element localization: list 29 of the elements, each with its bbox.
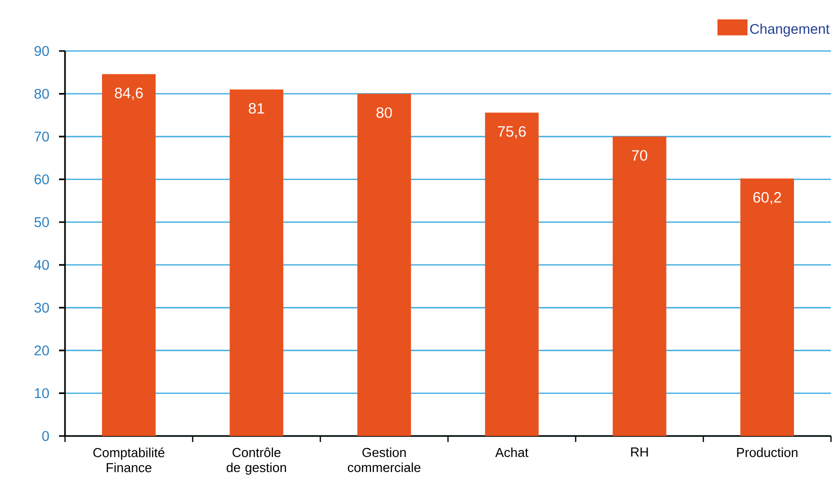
bar (102, 74, 156, 436)
x-tick-label: Comptabilité Finance (93, 448, 164, 472)
x-tick-label: RH (631, 448, 648, 456)
y-tick-label: 60 (34, 174, 49, 184)
y-tick-label: 20 (34, 345, 49, 356)
data-label: 80 (376, 107, 392, 118)
bar (230, 90, 284, 436)
data-label: 70 (632, 150, 648, 161)
bar (485, 112, 539, 436)
x-tick-label: Achat (495, 448, 528, 458)
y-tick-label: 70 (34, 132, 49, 142)
y-tick-label: 80 (34, 88, 49, 99)
y-tick-label: 40 (34, 260, 49, 270)
data-label: 60,2 (753, 192, 782, 204)
x-tick-label: Contrôle de gestion (226, 448, 286, 475)
x-tick-label: Gestion commerciale (348, 448, 420, 472)
bar (740, 178, 794, 436)
data-label: 75,6 (498, 126, 526, 139)
y-tick-label: 30 (34, 302, 49, 313)
y-tick-label: 50 (34, 217, 49, 228)
data-label: 81 (248, 103, 264, 114)
y-tick-label: 10 (34, 388, 49, 398)
y-tick-label: 0 (42, 431, 49, 441)
data-label: 84,6 (114, 88, 143, 100)
bar (357, 94, 411, 436)
y-tick-label: 90 (34, 46, 49, 56)
bar (612, 136, 666, 436)
x-tick-label: Production (737, 448, 798, 458)
legend-label: Changement (750, 24, 830, 37)
